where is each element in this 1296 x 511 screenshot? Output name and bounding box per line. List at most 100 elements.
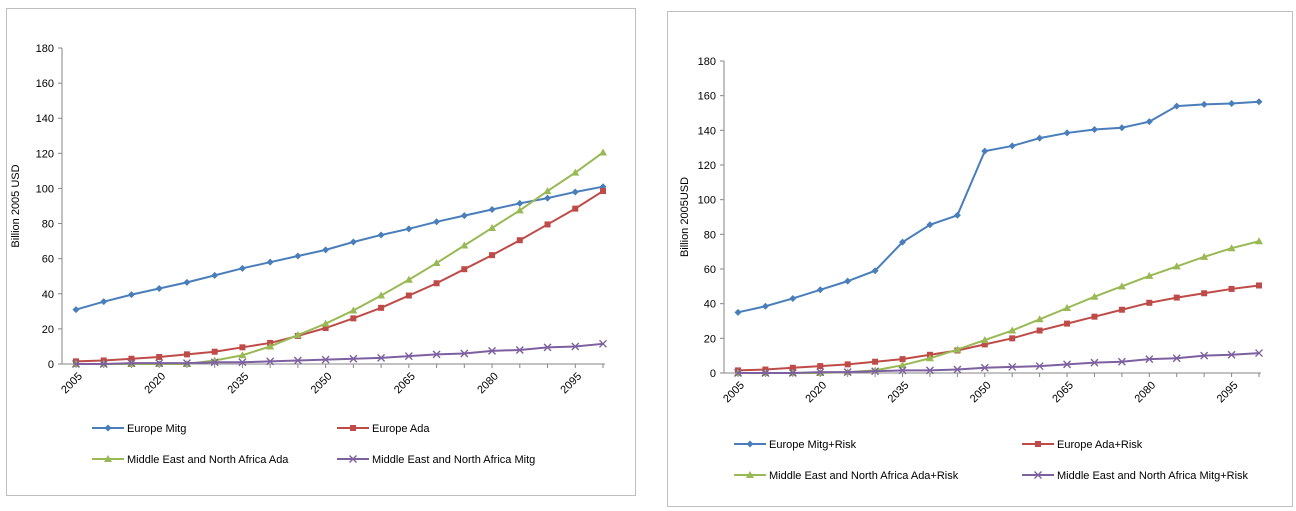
data-point <box>980 336 989 344</box>
data-point <box>544 194 552 202</box>
legend-marker <box>1034 471 1042 479</box>
data-point <box>322 325 329 332</box>
data-point <box>377 291 386 299</box>
series-line <box>738 240 1260 374</box>
series-line <box>75 185 604 311</box>
data-point <box>953 345 962 353</box>
data-point <box>349 354 358 363</box>
data-point <box>1036 327 1043 334</box>
x-tick-label: 2005 <box>721 379 747 405</box>
data-point <box>543 187 552 195</box>
x-tick-label: 2095 <box>1215 379 1241 405</box>
data-point <box>1008 326 1017 334</box>
legend-marker <box>746 471 754 478</box>
data-point <box>350 315 357 322</box>
legend-entry: Europe Mitg <box>92 423 186 435</box>
data-point <box>599 339 607 348</box>
data-point <box>544 221 551 228</box>
data-point <box>1255 349 1263 358</box>
data-point <box>788 369 797 377</box>
data-point <box>378 304 385 311</box>
data-point <box>1064 320 1071 327</box>
legend-entry: Europe Ada+Risk <box>1022 439 1143 451</box>
data-point <box>516 199 524 207</box>
series-3 <box>72 339 607 368</box>
legend-label: Middle East and North Africa Ada+Risk <box>769 470 959 482</box>
y-tick-label: 180 <box>698 56 716 68</box>
data-point <box>789 364 796 371</box>
legend-entry: Europe Ada <box>337 423 430 435</box>
data-point <box>543 343 552 352</box>
data-point <box>1173 294 1180 301</box>
y-tick-label: 80 <box>42 219 54 231</box>
series-line <box>75 190 604 363</box>
data-point <box>515 206 524 214</box>
data-point <box>155 359 164 368</box>
data-point <box>817 363 824 370</box>
legend-label: Middle East and North Africa Mitg <box>372 454 535 466</box>
y-tick-label: 100 <box>698 195 716 207</box>
y-tick-label: 160 <box>698 91 716 103</box>
data-point <box>488 223 497 231</box>
data-point <box>926 221 934 229</box>
data-point <box>460 212 468 220</box>
y-tick-label: 40 <box>704 299 716 311</box>
series-2 <box>734 237 1263 376</box>
data-point <box>210 358 219 367</box>
data-point <box>294 252 302 260</box>
data-point <box>1227 350 1236 359</box>
data-point <box>377 353 386 362</box>
data-point <box>1173 102 1181 110</box>
data-point <box>1063 304 1072 311</box>
legend-marker <box>104 455 112 462</box>
data-point <box>925 354 934 362</box>
data-point <box>100 298 108 306</box>
series-line <box>76 151 604 365</box>
data-point <box>349 238 357 246</box>
data-point <box>1228 99 1236 107</box>
series-line <box>737 284 1260 372</box>
data-point <box>571 168 580 176</box>
data-point <box>981 147 989 155</box>
data-point <box>460 241 469 249</box>
data-point <box>1118 306 1125 313</box>
data-point <box>899 238 907 246</box>
legend-label: Middle East and North Africa Ada <box>127 454 289 466</box>
data-point <box>72 360 80 368</box>
series-line <box>76 342 604 365</box>
data-point <box>155 285 163 293</box>
data-point <box>266 342 275 350</box>
x-tick-label: 2050 <box>309 370 335 396</box>
data-point <box>127 359 136 368</box>
data-point <box>239 344 246 351</box>
x-tick-label: 2005 <box>59 370 85 396</box>
y-tick-label: 60 <box>42 254 54 266</box>
series-0 <box>734 98 1263 316</box>
data-point <box>789 294 797 302</box>
data-point <box>571 342 580 351</box>
data-point <box>1063 129 1071 137</box>
data-point <box>432 259 441 267</box>
data-point <box>460 349 469 358</box>
data-point <box>238 358 247 367</box>
x-tick-label: 2065 <box>392 370 418 396</box>
data-point <box>1090 125 1098 133</box>
series-line <box>737 100 1260 314</box>
data-point <box>1200 252 1209 260</box>
data-point <box>1255 237 1263 245</box>
y-tick-label: 160 <box>36 78 54 90</box>
data-point <box>488 206 496 214</box>
y-tick-label: 140 <box>36 113 54 125</box>
y-tick-label: 100 <box>36 183 54 195</box>
data-point <box>1200 351 1209 360</box>
x-tick-label: 2020 <box>142 370 168 396</box>
data-point <box>871 367 880 376</box>
data-point <box>898 361 907 369</box>
data-point <box>1091 313 1098 320</box>
chart-panel-right: 0 20 40 60 80 100 120 140 160 180 2005 2020 2035 2050… <box>667 11 1293 507</box>
data-point <box>844 361 851 368</box>
y-tick-label: 180 <box>36 43 54 55</box>
x-tick-label: 2095 <box>558 370 584 396</box>
data-point <box>1145 355 1154 364</box>
data-point <box>1256 282 1262 289</box>
